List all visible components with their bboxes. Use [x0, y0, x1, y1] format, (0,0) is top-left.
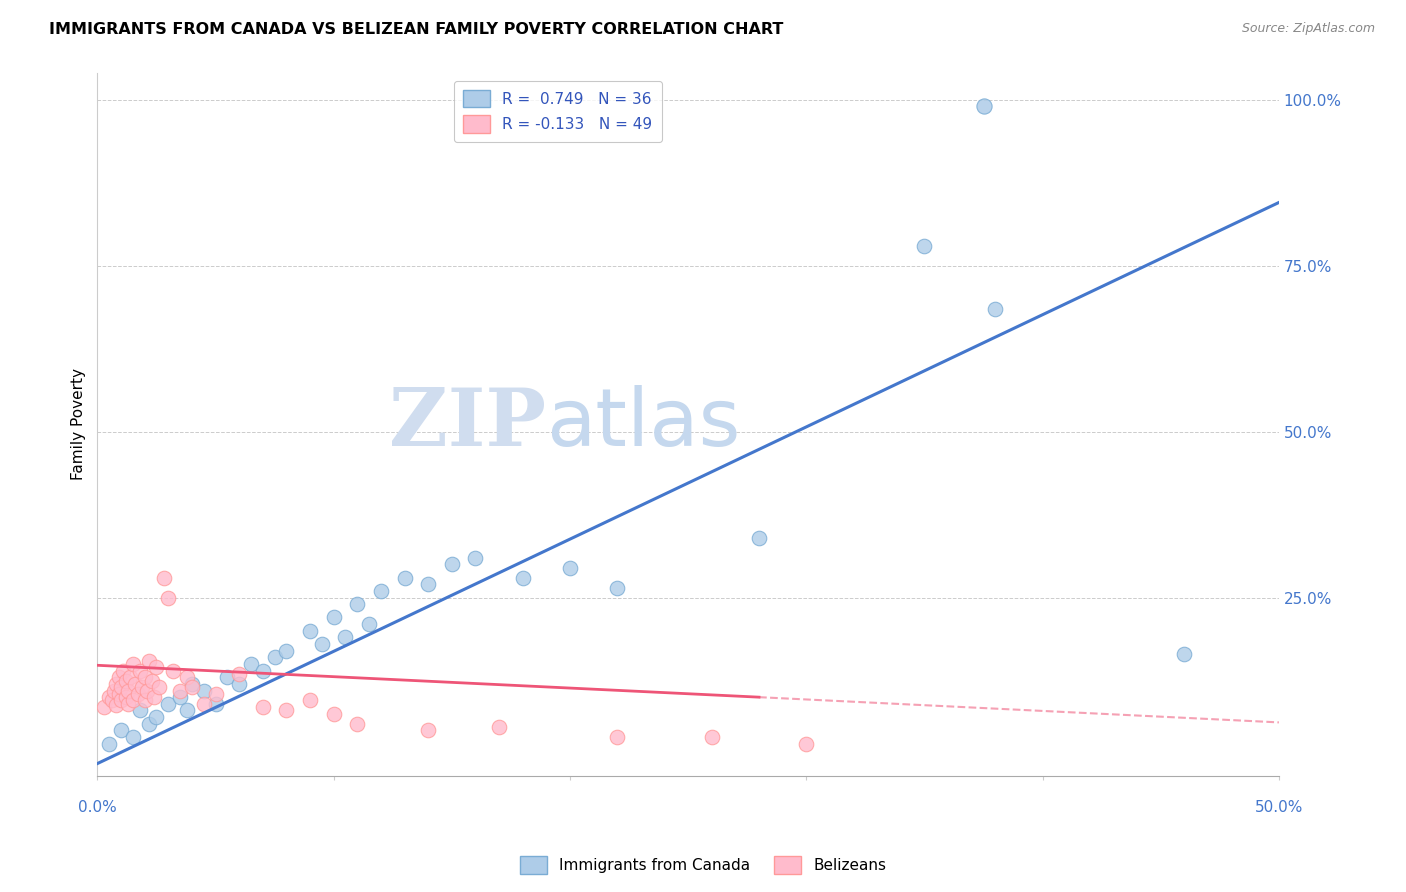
Y-axis label: Family Poverty: Family Poverty	[72, 368, 86, 480]
Point	[217, 670, 239, 684]
Point	[117, 683, 139, 698]
Point	[558, 560, 581, 574]
Point	[117, 697, 139, 711]
Point	[322, 610, 344, 624]
Point	[193, 683, 215, 698]
Point	[100, 693, 122, 707]
Text: 50.0%: 50.0%	[1254, 800, 1303, 815]
Point	[131, 680, 153, 694]
Point	[180, 680, 202, 694]
Point	[180, 677, 202, 691]
Point	[152, 571, 174, 585]
Point	[121, 693, 143, 707]
Point	[128, 664, 150, 678]
Point	[121, 657, 143, 671]
Point	[110, 723, 132, 738]
Point	[228, 677, 250, 691]
Point	[145, 660, 167, 674]
Point	[136, 683, 159, 698]
Point	[112, 664, 135, 678]
Point	[127, 687, 149, 701]
Point	[263, 650, 285, 665]
Text: IMMIGRANTS FROM CANADA VS BELIZEAN FAMILY POVERTY CORRELATION CHART: IMMIGRANTS FROM CANADA VS BELIZEAN FAMIL…	[49, 22, 783, 37]
Point	[120, 670, 142, 684]
Point	[107, 687, 129, 701]
Point	[162, 664, 184, 678]
Text: atlas: atlas	[547, 385, 741, 463]
Point	[700, 730, 723, 744]
Point	[394, 571, 416, 585]
Point	[239, 657, 262, 671]
Point	[252, 700, 274, 714]
Point	[418, 577, 440, 591]
Point	[107, 670, 129, 684]
Point	[984, 301, 1007, 316]
Point	[134, 693, 156, 707]
Point	[128, 703, 150, 717]
Point	[157, 697, 180, 711]
Point	[193, 697, 215, 711]
Point	[157, 591, 180, 605]
Point	[176, 670, 198, 684]
Point	[512, 571, 534, 585]
Point	[335, 631, 357, 645]
Point	[93, 700, 115, 714]
Point	[276, 703, 298, 717]
Point	[299, 624, 322, 638]
Point	[98, 737, 121, 751]
Point	[105, 677, 128, 691]
Point	[98, 690, 121, 705]
Point	[748, 531, 770, 545]
Point	[370, 583, 392, 598]
Point	[276, 643, 298, 657]
Point	[103, 683, 125, 698]
Point	[148, 680, 170, 694]
Text: ZIP: ZIP	[389, 385, 547, 463]
Point	[311, 637, 333, 651]
Point	[359, 617, 381, 632]
Point	[114, 690, 136, 705]
Point	[169, 690, 191, 705]
Point	[110, 680, 132, 694]
Point	[134, 670, 156, 684]
Point	[105, 698, 128, 713]
Point	[138, 716, 160, 731]
Point	[169, 683, 191, 698]
Point	[488, 720, 510, 734]
Point	[973, 99, 995, 113]
Point	[346, 597, 368, 611]
Point	[418, 723, 440, 738]
Point	[121, 730, 143, 744]
Point	[606, 581, 628, 595]
Point	[141, 673, 163, 688]
Point	[914, 238, 936, 252]
Point	[440, 558, 463, 572]
Point	[110, 693, 132, 707]
Point	[176, 703, 198, 717]
Point	[1173, 647, 1195, 661]
Point	[464, 550, 486, 565]
Point	[228, 667, 250, 681]
Point	[114, 673, 136, 688]
Point	[143, 690, 166, 705]
Point	[204, 687, 226, 701]
Point	[252, 664, 274, 678]
Legend: R =  0.749   N = 36, R = -0.133   N = 49: R = 0.749 N = 36, R = -0.133 N = 49	[454, 80, 662, 142]
Text: 0.0%: 0.0%	[77, 800, 117, 815]
Legend: Immigrants from Canada, Belizeans: Immigrants from Canada, Belizeans	[513, 850, 893, 880]
Point	[794, 737, 817, 751]
Point	[346, 716, 368, 731]
Point	[299, 693, 322, 707]
Text: Source: ZipAtlas.com: Source: ZipAtlas.com	[1241, 22, 1375, 36]
Point	[606, 730, 628, 744]
Point	[322, 706, 344, 721]
Point	[145, 710, 167, 724]
Point	[124, 677, 146, 691]
Point	[138, 654, 160, 668]
Point	[204, 697, 226, 711]
